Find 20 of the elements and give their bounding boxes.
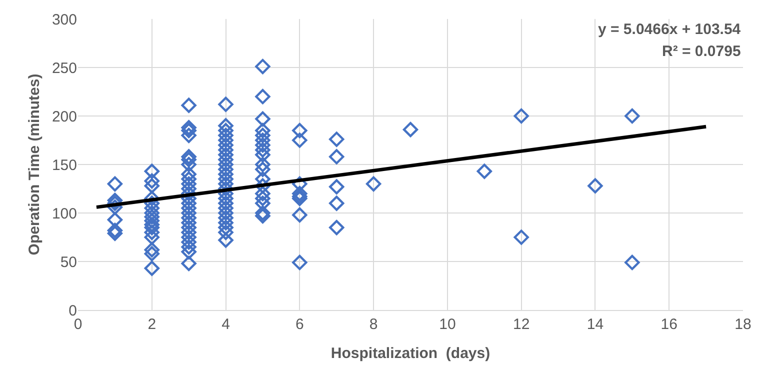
y-tick-label: 50 (60, 254, 77, 271)
y-tick-label: 250 (52, 60, 77, 77)
x-tick-label: 6 (296, 316, 304, 333)
x-tick-label: 4 (222, 316, 230, 333)
x-tick-label: 10 (439, 316, 456, 333)
x-tick-label: 8 (369, 316, 378, 333)
x-tick-label: 14 (586, 316, 604, 333)
x-tick-label: 2 (148, 316, 156, 333)
x-tick-label: 12 (512, 316, 530, 333)
y-tick-label: 0 (68, 302, 77, 320)
x-axis-title: Hospitalization (days) (330, 345, 490, 362)
y-tick-label: 300 (52, 11, 77, 28)
x-tick-label: 18 (734, 316, 752, 333)
y-tick-label: 200 (52, 108, 77, 126)
y-tick-label: 150 (52, 156, 77, 174)
annotation: y = 5.0466x + 103.54 (598, 21, 742, 38)
y-tick-label: 100 (52, 205, 77, 222)
x-tick-label: 16 (660, 316, 678, 333)
y-axis-title: Operation Time (minutes) (26, 74, 44, 256)
annotation: R² = 0.0795 (662, 43, 741, 60)
